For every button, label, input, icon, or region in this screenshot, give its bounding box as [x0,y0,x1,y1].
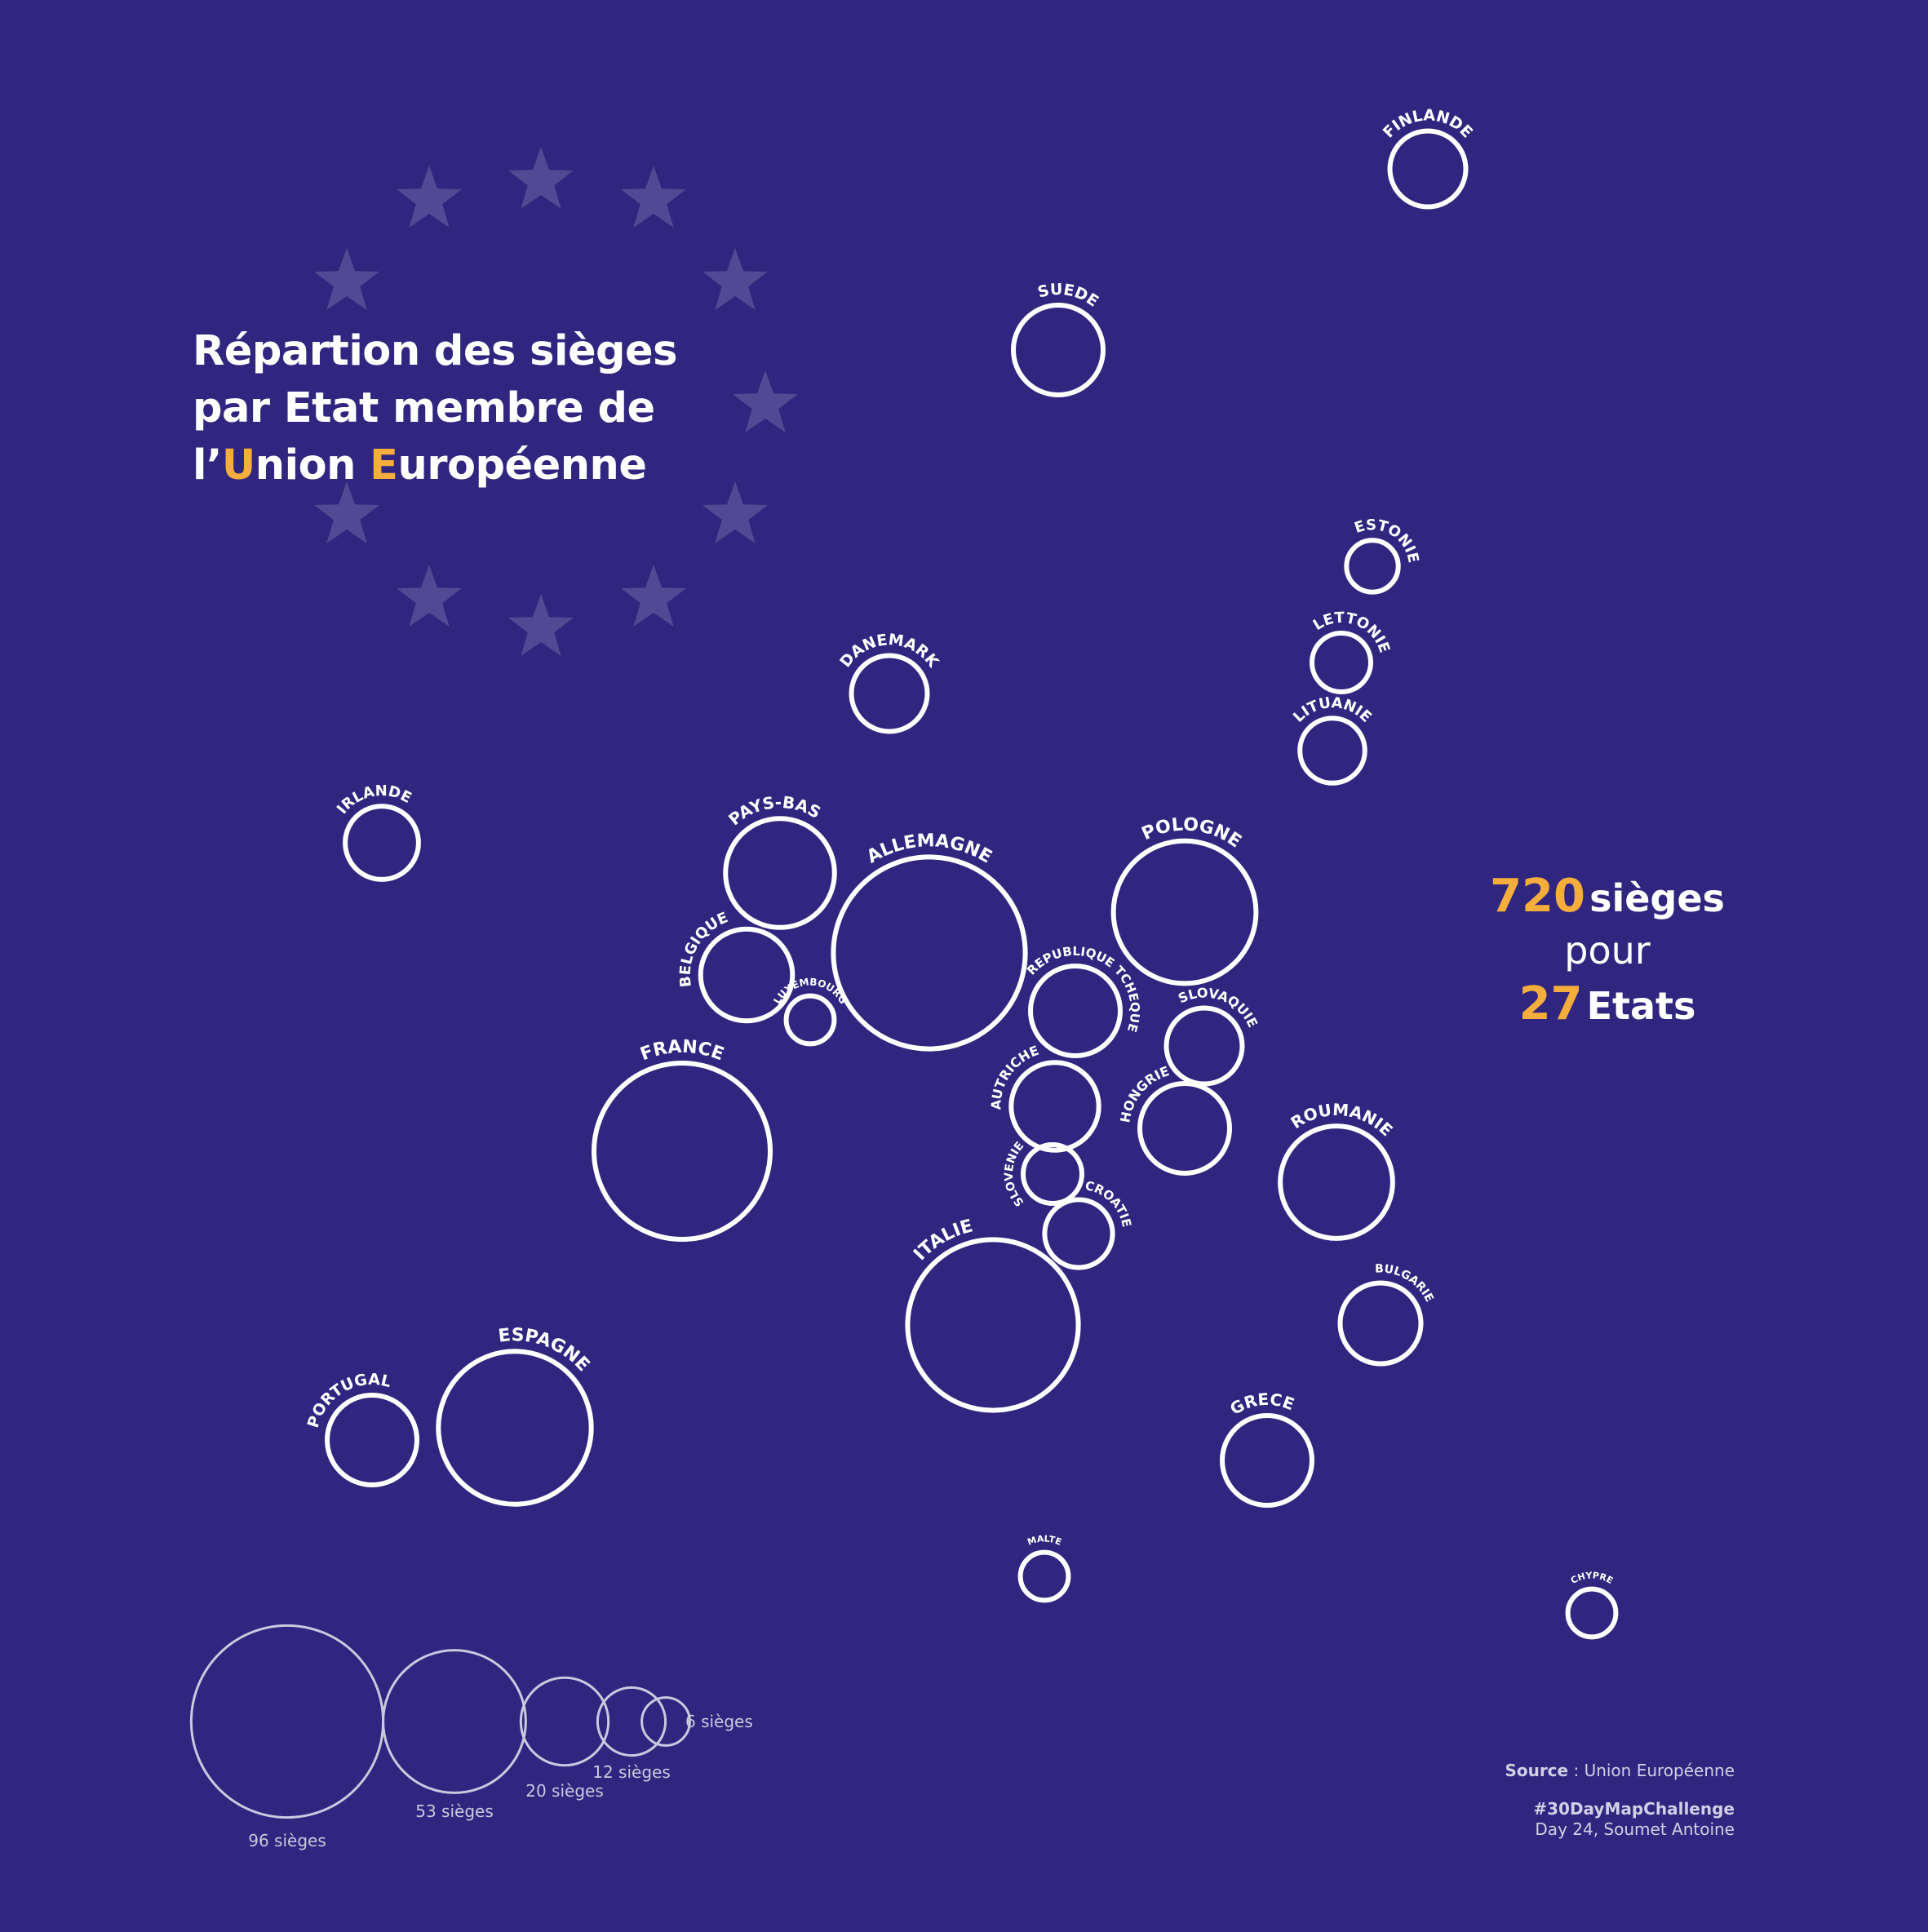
country-circle-irlande [343,804,421,882]
legend-label-6: 6 sièges [685,1712,753,1731]
country-circle-slovenie [1021,1142,1084,1206]
country-circle-pays-bas [723,816,837,930]
eu-star-icon [397,565,462,627]
country-label-malte: MALTE [1026,1533,1063,1547]
country-circle-malte [1017,1549,1071,1603]
legend-circle-12 [596,1686,667,1757]
source-label: Source [1505,1761,1569,1780]
country-chypre: CHYPRE [1565,1570,1619,1640]
hashtag-line: #30DayMapChallenge [1533,1799,1735,1819]
states-total-number: 27 [1518,977,1583,1030]
legend-label-20: 20 sièges [525,1781,604,1801]
country-label-chypre: CHYPRE [1569,1570,1615,1586]
legend-label-53: 53 sièges [415,1801,494,1821]
legend-label-12: 12 sièges [592,1762,671,1782]
title-line-3-end: uropéenne [397,441,647,490]
country-circle-pologne [1110,838,1259,986]
country-circle-bulgarie [1337,1280,1424,1367]
eu-star-icon [621,565,686,627]
title-line-1: Répartion des sièges [193,327,677,375]
seats-total-number: 720 [1490,870,1585,923]
source-line: Source : Union Européenne [1505,1761,1735,1781]
country-circle-portugal [325,1393,419,1487]
country-circle-france [592,1061,773,1242]
states-total-word: Etats [1586,984,1696,1028]
eu-star-icon [508,594,574,656]
country-circle-autriche [1008,1060,1101,1153]
country-circle-belgique [698,926,796,1024]
map-title: Répartion des sièges par Etat membre de … [193,323,677,494]
country-circle-finlande [1387,128,1469,210]
eu-star-icon [314,481,379,543]
country-circle-hongrie [1137,1081,1232,1176]
seat-summary: 720 sièges pour 27 Etats [1460,870,1754,1031]
eu-star-icon [703,248,768,310]
title-accent-u: U [221,441,255,490]
country-circle-espagne [436,1349,594,1507]
country-circle-croatie [1042,1197,1115,1270]
title-line-3-start: l’ [193,441,222,490]
eu-star-icon [621,166,686,228]
title-line-3-mid: nion [255,441,370,490]
country-circle-grece [1220,1413,1314,1508]
legend-label-96: 96 sièges [248,1831,326,1850]
country-circle-chypre [1565,1586,1619,1640]
eu-star-icon [733,370,798,432]
source-value: : Union Européenne [1568,1761,1735,1780]
country-circle-suede [1011,303,1106,397]
country-circle-italie [905,1237,1081,1413]
country-circle-lituanie [1297,716,1367,786]
country-circle-estonie [1344,538,1401,595]
country-circle-roumanie [1278,1123,1395,1241]
legend-circle-6 [640,1696,691,1747]
country-malte: MALTE [1017,1533,1071,1603]
country-circle-republique-tcheque [1028,964,1123,1058]
title-accent-e: E [370,441,398,490]
eu-star-icon [314,248,379,310]
country-circle-luxembourg [783,993,837,1047]
country-circle-slovaquie [1163,1005,1245,1087]
country-circle-allemagne [831,854,1028,1052]
legend-circle-20 [519,1676,610,1767]
states-total-row: 27 Etats [1460,977,1754,1031]
country-circle-lettonie [1310,631,1373,694]
author-line: Day 24, Soumet Antoine [1535,1819,1735,1839]
summary-connector: pour [1564,928,1651,973]
credits-block: Source : Union Européenne #30DayMapChall… [1505,1761,1735,1840]
eu-star-icon [397,166,462,228]
eu-star-icon [508,147,574,209]
title-line-2: par Etat membre de [193,384,655,432]
seats-total-word: sièges [1589,876,1725,920]
summary-connector-row: pour [1460,924,1754,977]
title-line-3: l’Union Européenne [193,441,647,490]
eu-stars-ring [314,147,798,656]
legend-circle-53 [382,1649,527,1794]
seats-total-row: 720 sièges [1460,870,1754,924]
eu-star-icon [703,481,768,543]
country-circle-danemark [849,653,930,734]
